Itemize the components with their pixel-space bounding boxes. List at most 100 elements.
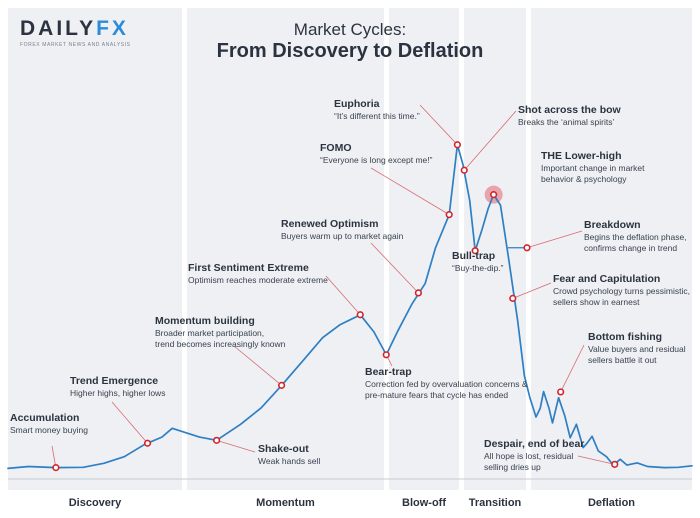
phase-label-transition: Transition [468, 497, 522, 509]
phase-label-blowoff: Blow-off [402, 497, 446, 509]
cycle-point-marker [490, 191, 498, 199]
phase-panel-deflation [531, 8, 692, 490]
annotation-desc: pre-mature fears that cycle has ended [365, 390, 509, 400]
annotation-leader-line [577, 455, 615, 465]
annotation-leader-line [512, 282, 552, 299]
annotation-desc: Weak hands sell [258, 456, 321, 466]
cycle-point-marker [445, 211, 453, 219]
breakdown-marker [523, 244, 531, 252]
annotation-heading: Euphoria [334, 98, 380, 110]
annotation-euphoria: Euphoria “It’s different this time.” [334, 98, 420, 122]
annotation-desc: Breaks the ‘animal spirits’ [518, 117, 615, 127]
annotation-bottom-fishing: Bottom fishing Value buyers and residual… [588, 331, 686, 366]
annotation-leader-line [463, 110, 517, 171]
annotation-lower-high: THE Lower-high Important change in marke… [541, 150, 644, 185]
logo-accent-text: FX [96, 17, 129, 40]
cycle-point-marker [278, 381, 286, 389]
cycle-point-marker [460, 166, 468, 174]
annotation-fear-capitulation: Fear and Capitulation Crowd psychology t… [553, 273, 690, 308]
annotation-heading: First Sentiment Extreme [188, 262, 309, 274]
annotation-heading: THE Lower-high [541, 150, 622, 162]
annotation-desc: Value buyers and residual [588, 344, 686, 354]
cycle-point-marker [143, 439, 152, 447]
annotation-heading: Breakdown [584, 219, 641, 231]
annotation-heading: Fear and Capitulation [553, 273, 661, 285]
cycle-point-marker [382, 351, 390, 359]
annotation-desc: confirms change in trend [584, 243, 678, 253]
annotation-heading: Bottom fishing [588, 331, 663, 343]
annotation-desc: “Buy-the-dip.” [452, 263, 504, 273]
annotation-leader-line [216, 439, 256, 453]
logo-wordmark: DAILYFX [20, 18, 131, 40]
annotation-heading: Momentum building [155, 315, 255, 327]
annotation-desc: Begins the deflation phase, [584, 232, 687, 242]
annotation-desc: Correction fed by overvaluation concerns… [365, 379, 528, 389]
annotation-leader-line [370, 242, 419, 294]
annotation-despair: Despair, end of bear All hope is lost, r… [484, 438, 584, 473]
logo-tagline: FOREX MARKET NEWS AND ANALYSIS [20, 42, 131, 48]
annotation-heading: FOMO [320, 142, 352, 154]
annotation-heading: Trend Emergence [70, 375, 159, 387]
annotation-breakdown: Breakdown Begins the deflation phase, co… [584, 219, 687, 254]
phase-panel-discovery [8, 8, 182, 490]
cycle-point-marker [213, 436, 221, 444]
annotation-desc: Broader market participation, [155, 328, 265, 338]
logo-main-text: DAILY [20, 17, 97, 40]
annotation-first-sentiment-extreme: First Sentiment Extreme Optimism reaches… [188, 262, 328, 286]
chart-title-line2: From Discovery to Deflation [216, 40, 484, 62]
annotation-fomo: FOMO “Everyone is long except me!” [320, 142, 432, 166]
annotation-heading: Bear-trap [365, 366, 412, 378]
chart-title-line1: Market Cycles: [293, 20, 407, 39]
annotation-leader-line [370, 167, 450, 215]
annotation-desc: Optimism reaches moderate extreme [188, 275, 328, 285]
annotation-desc: Higher highs, higher lows [70, 388, 166, 398]
cycle-point-marker [414, 289, 423, 297]
phase-panel-momentum [187, 8, 384, 490]
cycle-point-marker [356, 311, 364, 319]
annotation-heading: Renewed Optimism [281, 218, 379, 230]
annotation-shot-across-bow: Shot across the bow Breaks the ‘animal s… [518, 104, 621, 128]
annotation-momentum-building: Momentum building Broader market partici… [155, 315, 285, 350]
annotation-bear-trap: Bear-trap Correction fed by overvaluatio… [365, 366, 528, 401]
cycle-point-marker [611, 460, 619, 468]
annotation-renewed-optimism: Renewed Optimism Buyers warm up to marke… [281, 218, 403, 242]
cycle-point-marker [453, 141, 461, 149]
annotation-desc: sellers show in earnest [553, 297, 640, 307]
annotation-desc: Buyers warm up to market again [281, 231, 404, 241]
annotation-desc: Important change in market [541, 163, 645, 173]
annotation-desc: sellers battle it out [588, 355, 657, 365]
annotation-leader-line [560, 344, 585, 393]
cycle-point-marker [557, 388, 565, 396]
annotation-accumulation: Accumulation Smart money buying [10, 412, 88, 436]
annotation-heading: Despair, end of bear [484, 438, 585, 450]
annotation-desc: Smart money buying [10, 425, 88, 435]
annotation-desc: “It’s different this time.” [334, 111, 420, 121]
annotation-leader-line [233, 345, 282, 386]
phase-label-deflation: Deflation [587, 497, 636, 509]
annotation-bull-trap: Bull-trap “Buy-the-dip.” [452, 250, 504, 274]
phase-panel-blowoff [389, 8, 459, 490]
annotation-leader-line [325, 275, 361, 316]
annotation-desc: All hope is lost, residual [484, 451, 574, 461]
cycle-point-marker [509, 294, 517, 302]
annotation-heading: Shake-out [258, 443, 309, 455]
annotation-leader-line [111, 401, 148, 444]
annotation-heading: Accumulation [10, 412, 80, 424]
annotation-desc: behavior & psychology [541, 174, 627, 184]
dailyfx-logo: DAILYFX FOREX MARKET NEWS AND ANALYSIS [20, 18, 131, 49]
annotation-heading: Bull-trap [452, 250, 496, 262]
annotation-leader-line [526, 230, 583, 249]
annotation-desc: trend becomes increasingly known [155, 339, 286, 349]
annotation-desc: “Everyone is long except me!” [320, 155, 433, 165]
annotation-shake-out: Shake-out Weak hands sell [258, 443, 320, 467]
annotation-leader-line [419, 104, 458, 146]
annotation-trend-emergence: Trend Emergence Higher highs, higher low… [70, 375, 165, 399]
phase-label-momentum: Momentum [256, 497, 315, 509]
cycle-point-marker [471, 247, 479, 255]
annotation-heading: Shot across the bow [518, 104, 621, 116]
cycle-point-marker [52, 464, 60, 472]
annotation-desc: Crowd psychology turns pessimistic, [553, 286, 690, 296]
phase-label-discovery: Discovery [68, 497, 122, 509]
